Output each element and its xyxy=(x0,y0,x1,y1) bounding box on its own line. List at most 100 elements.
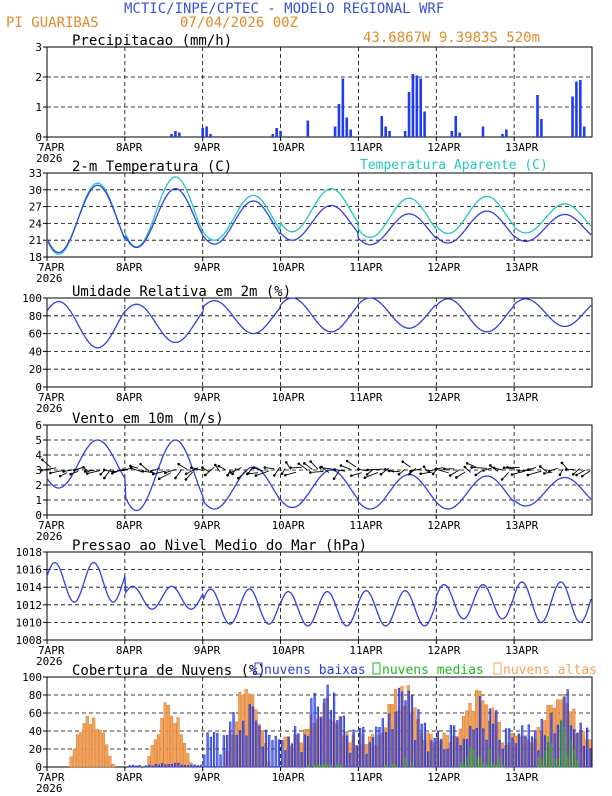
wind-vector-head xyxy=(177,463,180,466)
precip-bar xyxy=(338,104,341,137)
legend-apparent-temp: Temperatura Aparente (C) xyxy=(360,158,548,173)
precip-bar xyxy=(419,79,422,138)
cloud-low-bar xyxy=(200,765,201,767)
wind-vector xyxy=(502,472,509,479)
wind-vector-head xyxy=(470,466,473,469)
wind-vector-head xyxy=(255,474,258,477)
wind-vector xyxy=(50,471,61,473)
wind-vector-head xyxy=(527,468,530,471)
cloud-low-bar xyxy=(136,766,137,767)
cloud-low-bar xyxy=(145,766,146,767)
wind-vector-head xyxy=(366,469,369,472)
precip-bar xyxy=(209,134,212,137)
wind-vector xyxy=(456,472,465,477)
wind-vector xyxy=(351,473,361,476)
precip-bar xyxy=(575,82,578,138)
x-tick-label: 8APR xyxy=(116,391,143,404)
wind-vector-head xyxy=(190,466,193,469)
wind-vector-head xyxy=(511,473,514,476)
wind-vector-head xyxy=(572,473,575,476)
wind-vector-head xyxy=(565,468,568,471)
cloud-high-bar xyxy=(186,754,189,767)
wind-vector-head xyxy=(86,472,89,475)
wind-vector xyxy=(179,464,187,469)
precip-bar xyxy=(174,131,177,137)
wind-vector-head xyxy=(493,467,496,470)
x-tick-label: 13APR xyxy=(505,644,538,657)
wind-vector-head xyxy=(482,469,485,472)
precip-bar xyxy=(451,131,454,137)
wind-vector xyxy=(285,472,296,475)
wind-vector xyxy=(153,471,165,474)
cloud-high-bar xyxy=(164,703,167,767)
wind-vector-head xyxy=(185,478,188,481)
wind-vector xyxy=(265,468,274,469)
wind-vector-head xyxy=(340,464,343,467)
x-year-label: 2026 xyxy=(36,782,63,792)
y-tick-label: 30 xyxy=(29,184,42,197)
wind-vector-head xyxy=(501,478,504,481)
y-tick-label: 5 xyxy=(35,434,42,447)
x-year-label: 2026 xyxy=(36,655,63,668)
wind-vector-head xyxy=(503,467,506,470)
wind-vector xyxy=(472,467,487,468)
cloud-high-bar xyxy=(83,723,86,767)
wind-vector-head xyxy=(264,466,267,469)
cloud-high-bar xyxy=(167,705,170,767)
wind-vector xyxy=(528,471,542,475)
pressure-line xyxy=(47,563,591,626)
wind-vector-head xyxy=(455,476,458,479)
wind-vector-head xyxy=(408,473,411,476)
panel-title: Cobertura de Nuvens (%) xyxy=(72,663,266,679)
wind-vector-head xyxy=(185,473,188,476)
y-tick-label: 1018 xyxy=(16,546,43,559)
x-tick-label: 13APR xyxy=(505,771,538,784)
precip-bar xyxy=(412,74,415,137)
x-tick-label: 10APR xyxy=(272,141,305,154)
x-tick-label: 13APR xyxy=(505,141,538,154)
wind-vector xyxy=(274,467,279,475)
panel-title: Umidade Relativa em 2m (%) xyxy=(72,284,291,300)
wind-vector-head xyxy=(229,471,232,474)
wind-vector-head xyxy=(297,462,300,465)
y-tick-label: 60 xyxy=(29,328,42,341)
wind-vector-head xyxy=(289,466,292,469)
y-tick-label: 1010 xyxy=(16,616,43,629)
cloud-high-bar xyxy=(174,723,177,767)
wind-vector xyxy=(341,466,351,470)
y-tick-label: 33 xyxy=(29,167,42,180)
x-tick-label: 9APR xyxy=(194,391,221,404)
wind-vector xyxy=(311,462,318,470)
wind-vector-head xyxy=(252,466,255,469)
y-tick-label: 1 xyxy=(35,494,42,507)
cloud-high-bar xyxy=(79,732,82,767)
x-tick-label: 9APR xyxy=(194,261,221,274)
x-tick-label: 8APR xyxy=(116,141,143,154)
y-tick-label: 3 xyxy=(35,41,42,54)
wind-vector-head xyxy=(489,464,492,467)
x-tick-label: 12APR xyxy=(427,519,460,532)
x-year-label: 2026 xyxy=(36,152,63,165)
wind-vector-head xyxy=(388,470,391,473)
y-tick-label: 20 xyxy=(29,743,42,756)
cloud-low-bar xyxy=(223,736,224,767)
cloud-high-bar xyxy=(92,718,95,767)
wind-vector-head xyxy=(319,466,322,469)
wind-vector-head xyxy=(246,473,249,476)
wind-vector-head xyxy=(152,473,155,476)
wind-vector-head xyxy=(384,468,387,471)
wind-vector-head xyxy=(237,477,240,480)
x-year-label: 2026 xyxy=(36,530,63,543)
x-tick-label: 9APR xyxy=(194,771,221,784)
precip-bar xyxy=(307,121,310,138)
cloud-high-bar xyxy=(89,724,92,767)
x-tick-label: 12APR xyxy=(427,644,460,657)
wind-vector-head xyxy=(357,468,360,471)
cloud-low-bar xyxy=(132,765,133,767)
precip-bar xyxy=(482,127,485,138)
x-tick-label: 11APR xyxy=(349,261,382,274)
